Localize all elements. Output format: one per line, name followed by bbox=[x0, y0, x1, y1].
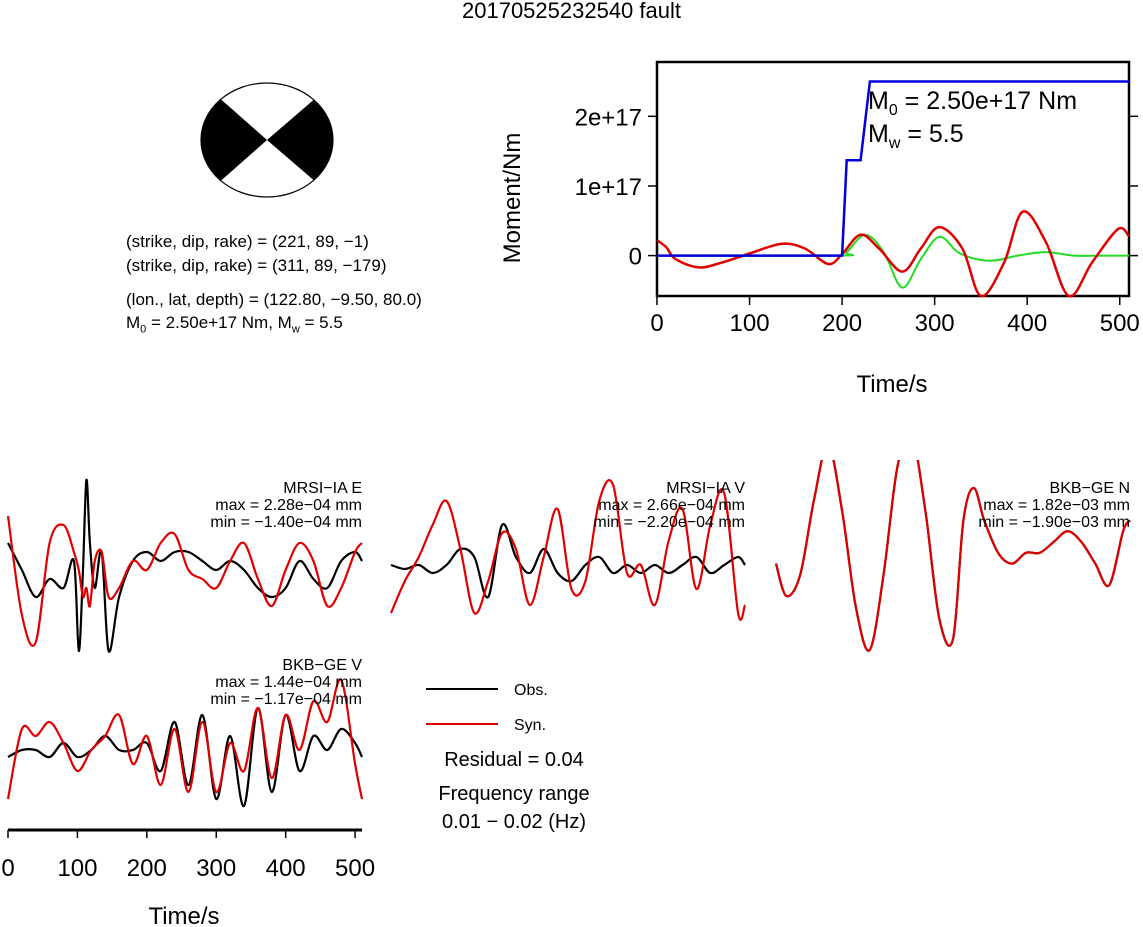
max-label: max = 1.44e−04 mm bbox=[215, 674, 362, 691]
x-tick-label: 400 bbox=[1007, 310, 1047, 337]
red-series-line bbox=[656, 210, 1130, 298]
waveform-x-tick-label: 0 bbox=[1, 855, 14, 882]
page-title: 20170525232540 fault bbox=[462, 0, 681, 23]
synthetic-waveform bbox=[6, 678, 364, 800]
x-tick-label: 300 bbox=[915, 310, 955, 337]
moment-magnitude-line: M0 = 2.50e+17 Nm, Mw = 5.5 bbox=[126, 312, 343, 340]
m0-value: = 2.50e+17 Nm, M bbox=[146, 313, 292, 332]
station-label: BKB−GE V bbox=[282, 657, 362, 674]
moment-series-line bbox=[657, 80, 1129, 257]
annotation-m0-symbol: M bbox=[868, 87, 889, 115]
synthetic-waveform bbox=[774, 460, 1131, 652]
x-tick-label: 100 bbox=[730, 310, 770, 337]
min-label: min = −1.40e−04 mm bbox=[210, 514, 362, 531]
x-tick-label: 0 bbox=[650, 310, 663, 337]
synthetic-waveform bbox=[389, 479, 747, 621]
waveform-x-tick-label: 200 bbox=[127, 855, 167, 882]
m0-subscript: 0 bbox=[140, 323, 147, 336]
min-label: min = −1.17e−04 mm bbox=[210, 691, 362, 708]
x-tick-label: 200 bbox=[822, 310, 862, 337]
station-label: MRSI−IA V bbox=[666, 480, 745, 497]
moment-chart: Moment/Nm Time/s 0 100 200 300 400 500 0 1e+17 2… bbox=[499, 60, 1140, 398]
beachball-icon bbox=[200, 82, 334, 198]
location-depth: (lon., lat, depth) = (122.80, −9.50, 80.… bbox=[126, 290, 422, 309]
green-series-line bbox=[656, 233, 1129, 289]
max-label: max = 2.66e−04 mm bbox=[598, 497, 745, 514]
mw-subscript: w bbox=[291, 323, 300, 336]
moment-xlabel: Time/s bbox=[856, 371, 927, 398]
waveform-panels: MRSI−IA E max = 2.28e−04 mm min = −1.40e… bbox=[1, 460, 1131, 927]
y-tick-label: 2e+17 bbox=[575, 104, 642, 131]
annotation-mw-symbol: M bbox=[868, 120, 889, 148]
y-tick-label: 0 bbox=[629, 244, 642, 271]
synthetic-waveform bbox=[6, 515, 363, 647]
station-label: BKB−GE N bbox=[1050, 480, 1130, 497]
m0-symbol: M bbox=[126, 313, 141, 332]
annotation-m0-subscript: 0 bbox=[889, 102, 898, 119]
x-tick-label: 500 bbox=[1100, 310, 1140, 337]
frequency-range-label: Frequency range bbox=[438, 783, 590, 805]
annotation-m0-value: = 2.50e+17 Nm bbox=[898, 87, 1077, 115]
moment-annotation-mw: Mw = 5.5 bbox=[868, 120, 964, 152]
waveform-x-tick-label: 300 bbox=[196, 855, 236, 882]
station-label: MRSI−IA E bbox=[283, 480, 362, 497]
observed-waveform bbox=[390, 523, 746, 599]
waveform-x-tick-label: 400 bbox=[266, 855, 306, 882]
waveform-x-tick-label: 100 bbox=[57, 855, 97, 882]
waveform-x-tick-label: 500 bbox=[335, 855, 375, 882]
frequency-range-value: 0.01 − 0.02 (Hz) bbox=[442, 811, 586, 833]
legend: Obs. Syn. bbox=[426, 682, 548, 734]
nodal-plane-1: (strike, dip, rake) = (221, 89, −1) bbox=[126, 232, 369, 251]
moment-plot-frame bbox=[655, 60, 1131, 298]
moment-ylabel: Moment/Nm bbox=[499, 133, 526, 264]
legend-syn-label: Syn. bbox=[514, 717, 546, 734]
observed-waveform bbox=[7, 706, 363, 808]
max-label: max = 1.82e−03 mm bbox=[983, 497, 1130, 514]
min-label: min = −2.20e−04 mm bbox=[593, 514, 745, 531]
annotation-mw-subscript: w bbox=[888, 135, 901, 152]
mw-value: = 5.5 bbox=[299, 313, 343, 332]
annotation-mw-value: = 5.5 bbox=[900, 120, 963, 148]
legend-obs-label: Obs. bbox=[514, 682, 548, 699]
moment-annotation-m0: M0 = 2.50e+17 Nm bbox=[868, 87, 1077, 119]
nodal-plane-2: (strike, dip, rake) = (311, 89, −179) bbox=[126, 256, 387, 275]
observed-waveform bbox=[7, 478, 363, 653]
min-label: min = −1.90e−03 mm bbox=[978, 514, 1130, 531]
max-label: max = 2.28e−04 mm bbox=[215, 497, 362, 514]
y-tick-label: 1e+17 bbox=[575, 174, 642, 201]
residual-label: Residual = 0.04 bbox=[444, 749, 584, 771]
waveform-xlabel: Time/s bbox=[148, 903, 219, 927]
